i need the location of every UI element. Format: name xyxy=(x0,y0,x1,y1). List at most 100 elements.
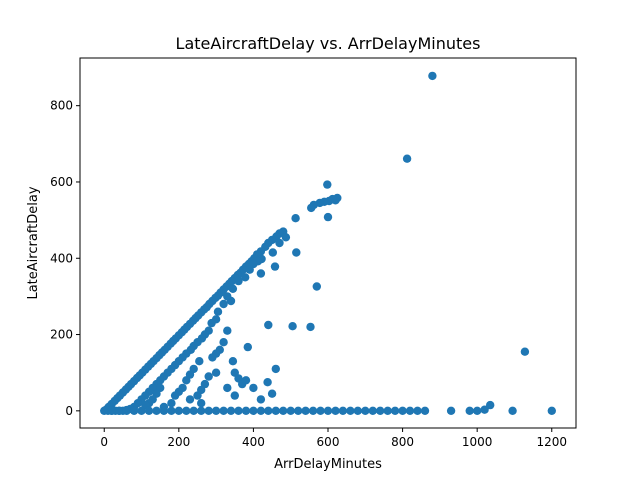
data-point xyxy=(219,299,228,309)
data-point xyxy=(195,357,204,366)
x-tick-label: 800 xyxy=(391,435,414,449)
data-point xyxy=(368,406,377,415)
data-point xyxy=(226,406,236,415)
x-tick-label: 1000 xyxy=(462,435,493,449)
data-point xyxy=(288,322,297,331)
data-point xyxy=(508,406,517,415)
data-point xyxy=(486,400,495,410)
data-point xyxy=(241,273,250,282)
x-tick-label: 200 xyxy=(167,435,190,449)
data-point xyxy=(115,406,124,415)
data-point xyxy=(271,406,280,415)
data-point xyxy=(292,248,301,257)
x-tick-label: 400 xyxy=(242,435,265,449)
data-point xyxy=(170,391,180,400)
x-axis-ticks: 0 200 400 600 800 1000 1200 xyxy=(100,428,567,449)
data-point xyxy=(353,406,362,415)
data-point xyxy=(100,406,109,415)
data-point xyxy=(249,383,258,393)
data-point xyxy=(307,203,316,213)
data-point xyxy=(308,406,318,415)
data-point xyxy=(323,212,333,222)
data-point xyxy=(301,406,310,415)
data-point xyxy=(137,406,146,415)
y-tick-label: 600 xyxy=(50,175,73,189)
y-tick-label: 400 xyxy=(50,251,73,265)
data-point xyxy=(480,405,489,414)
data-point xyxy=(193,391,202,400)
y-tick-label: 800 xyxy=(50,99,73,113)
data-point xyxy=(213,307,223,316)
data-point xyxy=(211,368,221,377)
y-tick-label: 0 xyxy=(65,404,73,418)
data-points xyxy=(100,71,556,415)
data-point xyxy=(306,322,315,332)
data-point xyxy=(286,406,295,415)
data-point xyxy=(376,406,385,415)
data-point xyxy=(107,406,116,415)
x-axis-label: ArrDelayMinutes xyxy=(274,457,382,472)
data-point xyxy=(185,395,195,404)
data-point xyxy=(144,406,154,415)
data-point xyxy=(228,357,238,366)
data-point xyxy=(230,391,239,400)
data-point xyxy=(129,406,139,415)
data-point xyxy=(270,262,280,271)
data-point xyxy=(167,406,176,415)
data-point xyxy=(428,71,437,81)
data-point xyxy=(390,406,400,415)
data-point xyxy=(223,292,232,301)
data-point xyxy=(405,406,415,415)
data-point xyxy=(398,406,407,415)
data-point xyxy=(182,376,191,385)
data-point xyxy=(204,372,213,381)
data-point xyxy=(294,406,303,415)
chart-title: LateAircraftDelay vs. ArrDelayMinutes xyxy=(176,34,481,53)
data-point xyxy=(361,406,370,415)
data-point xyxy=(189,406,198,415)
data-point xyxy=(338,406,348,415)
data-point xyxy=(182,406,191,415)
data-point xyxy=(383,406,392,415)
data-point xyxy=(547,406,556,415)
data-point xyxy=(275,238,284,248)
data-point xyxy=(197,406,206,415)
data-point xyxy=(316,406,325,415)
y-axis-label: LateAircraftDelay xyxy=(26,186,41,299)
y-axis-ticks: 0 200 400 600 800 xyxy=(50,99,80,418)
data-point xyxy=(323,406,333,415)
data-point xyxy=(263,378,272,387)
data-point xyxy=(413,406,422,415)
data-point xyxy=(256,269,266,278)
data-point xyxy=(122,406,131,415)
data-point xyxy=(243,342,252,352)
data-point xyxy=(219,406,228,415)
data-point xyxy=(271,364,280,374)
x-tick-label: 0 xyxy=(100,435,108,449)
data-point xyxy=(223,383,232,393)
data-point xyxy=(291,214,300,223)
data-point xyxy=(279,406,288,415)
data-point xyxy=(152,406,161,415)
data-point xyxy=(446,406,456,415)
data-point xyxy=(267,389,277,398)
data-point xyxy=(159,406,169,415)
data-point xyxy=(465,406,474,415)
data-point xyxy=(281,233,291,242)
plot-frame xyxy=(79,57,577,429)
data-point xyxy=(312,282,321,291)
data-point xyxy=(219,338,228,347)
data-point xyxy=(520,347,530,356)
data-point xyxy=(167,399,176,408)
data-point xyxy=(264,406,273,415)
data-point xyxy=(174,406,183,415)
data-point xyxy=(207,318,216,328)
data-point xyxy=(211,406,221,415)
data-point xyxy=(197,399,206,408)
data-point xyxy=(402,154,412,163)
data-point xyxy=(420,406,430,415)
data-point xyxy=(346,406,355,415)
data-point xyxy=(268,248,277,257)
data-point xyxy=(204,406,213,415)
